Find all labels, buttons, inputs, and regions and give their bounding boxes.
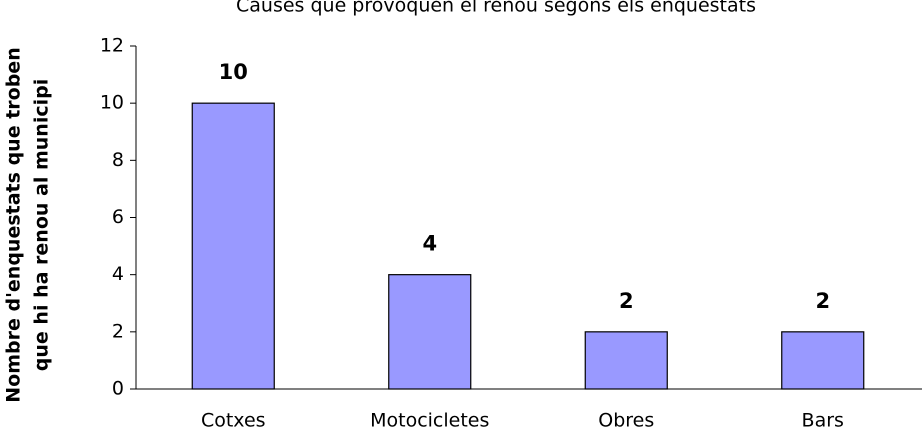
data-label: 10 xyxy=(219,60,248,84)
x-tick-label: Motocicletes xyxy=(370,410,489,432)
x-tick-label: Obres xyxy=(598,410,654,432)
y-tick-label: 6 xyxy=(112,206,124,228)
data-label: 4 xyxy=(422,232,437,256)
y-tick-label: 8 xyxy=(112,149,124,171)
y-tick-label: 0 xyxy=(112,378,124,400)
data-label: 2 xyxy=(619,289,634,313)
y-tick-label: 10 xyxy=(100,92,124,114)
bar xyxy=(191,102,275,390)
y-tick-label: 4 xyxy=(112,263,124,285)
data-label: 2 xyxy=(815,289,830,313)
y-tick-label: 12 xyxy=(100,35,124,57)
x-tick-label: Cotxes xyxy=(201,410,266,432)
y-axis-label: Nombre d'enquestats que troben que hi ha… xyxy=(3,47,53,402)
bar xyxy=(781,331,865,390)
chart-title: Causes que provoquen el renou segons els… xyxy=(236,0,756,17)
y-tick-label: 2 xyxy=(112,320,124,342)
y-axis-label-line: Nombre d'enquestats que troben xyxy=(3,47,25,402)
bar xyxy=(388,274,472,390)
bar xyxy=(584,331,668,390)
y-axis-label-line: que hi ha renou al municipi xyxy=(31,79,53,371)
x-tick-label: Bars xyxy=(802,410,844,432)
